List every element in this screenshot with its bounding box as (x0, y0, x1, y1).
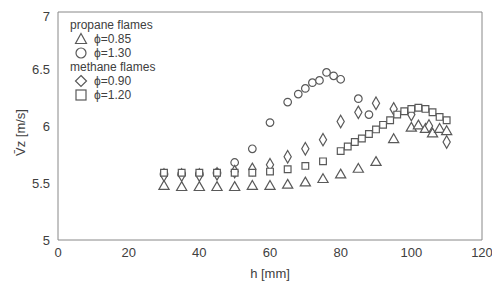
html-text:ϕ=1.20: ϕ=1.20 (94, 88, 132, 102)
html-text:propane flames: propane flames (70, 18, 153, 32)
svg-text:6: 6 (43, 119, 50, 134)
html-text:ϕ=0.85: ϕ=0.85 (94, 32, 132, 46)
svg-text:20: 20 (121, 245, 135, 260)
svg-text:40: 40 (192, 245, 206, 260)
svg-text:80: 80 (333, 245, 347, 260)
svg-text:120: 120 (471, 245, 492, 260)
svg-text:V̄z [m/s]: V̄z [m/s] (13, 109, 28, 156)
svg-text:60: 60 (263, 245, 277, 260)
html-text:methane flames: methane flames (70, 60, 156, 74)
svg-text:7: 7 (43, 9, 50, 24)
html-text:ϕ=0.90: ϕ=0.90 (94, 74, 132, 88)
svg-text:0: 0 (54, 245, 61, 260)
svg-text:6.5: 6.5 (32, 62, 50, 77)
svg-text:100: 100 (400, 245, 422, 260)
svg-text:5: 5 (43, 233, 50, 248)
svg-text:5.5: 5.5 (32, 176, 50, 191)
html-text:ϕ=1.30: ϕ=1.30 (94, 46, 132, 60)
svg-text:h [mm]: h [mm] (250, 266, 290, 281)
